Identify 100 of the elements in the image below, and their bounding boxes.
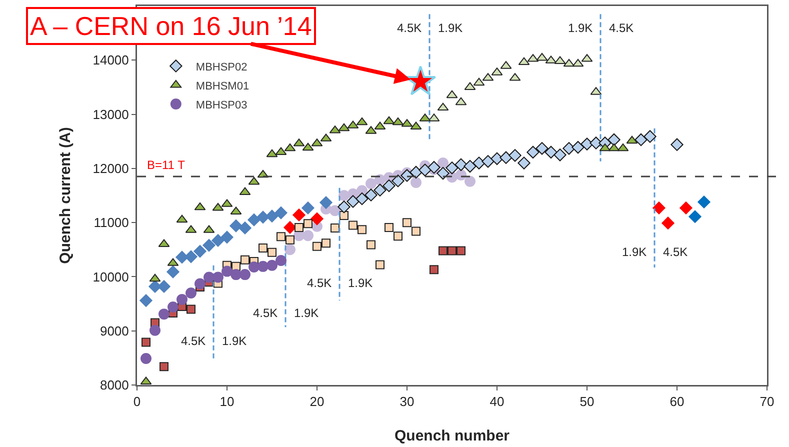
x-tick-label: 50 [580, 394, 594, 410]
point [518, 156, 530, 170]
point [392, 174, 404, 188]
point [464, 176, 476, 187]
annotation: 1.9K [568, 21, 593, 35]
point [312, 242, 322, 251]
point [248, 214, 260, 226]
x-tick-label: 30 [400, 394, 414, 410]
x-axis-title: Quench number [394, 428, 510, 444]
point [436, 166, 450, 180]
point [194, 202, 206, 210]
x-tick-label: 60 [670, 394, 684, 410]
point [508, 149, 522, 162]
x-tick-label: 20 [310, 394, 324, 410]
point [456, 169, 466, 180]
annotation: 1.9K [222, 334, 247, 348]
point [204, 272, 214, 283]
point [176, 250, 188, 264]
point [212, 234, 224, 247]
point [186, 304, 196, 314]
point [464, 160, 476, 173]
point [456, 246, 466, 256]
point [518, 57, 530, 66]
point [230, 219, 242, 232]
point [644, 130, 656, 143]
point [356, 192, 368, 206]
point [294, 222, 304, 232]
point [274, 206, 288, 220]
point [304, 219, 312, 228]
point [374, 184, 386, 196]
x-tick-label: 40 [490, 394, 504, 410]
point [150, 324, 160, 336]
point [446, 90, 458, 98]
point [617, 143, 629, 152]
point [266, 260, 278, 271]
point [670, 138, 684, 151]
point [268, 248, 276, 257]
point [572, 58, 584, 67]
point [500, 151, 512, 164]
y-tick-label: 8000 [100, 378, 129, 393]
point [292, 208, 306, 222]
point [338, 123, 350, 132]
point [176, 214, 188, 223]
annotation: A – CERN on 16 Jun ’14 [30, 11, 312, 41]
point [438, 158, 448, 169]
point [448, 246, 456, 256]
annotation: 1.9K [294, 306, 319, 320]
point [149, 274, 161, 282]
point [238, 222, 252, 234]
annotation: 4.5K [307, 276, 332, 290]
point [286, 235, 294, 244]
point [412, 226, 420, 236]
point [400, 169, 414, 182]
point [240, 269, 250, 280]
point [266, 149, 278, 158]
point [384, 222, 394, 232]
point [284, 143, 296, 152]
point [418, 164, 432, 176]
point [158, 308, 170, 320]
point [240, 255, 250, 264]
point [142, 338, 150, 347]
point [680, 202, 692, 214]
point [348, 220, 358, 230]
point [688, 210, 702, 223]
point [536, 142, 548, 155]
annotation: 1.9K [438, 21, 463, 35]
point [202, 238, 216, 252]
point [346, 195, 360, 208]
annotation: 4.5K [609, 21, 634, 35]
point [698, 196, 710, 208]
point [248, 261, 260, 272]
point [212, 272, 224, 283]
point [258, 244, 268, 253]
point [544, 146, 558, 159]
point [320, 196, 332, 209]
point [410, 177, 422, 188]
point [248, 176, 260, 185]
legend-label: MBHSP03 [196, 99, 248, 112]
annotation: 1.9K [622, 245, 647, 259]
x-tick-label: 0 [133, 394, 141, 410]
point [166, 265, 180, 278]
point [572, 140, 584, 154]
point [392, 117, 404, 126]
x-tick-label: 10 [220, 394, 234, 410]
point [140, 352, 152, 364]
point [212, 202, 224, 211]
point [482, 155, 494, 168]
y-tick-label: 11000 [94, 215, 129, 230]
point [310, 212, 324, 226]
point [302, 202, 314, 214]
point [256, 210, 270, 224]
point [220, 230, 234, 244]
point [258, 260, 268, 272]
point [364, 188, 378, 202]
point [302, 142, 314, 151]
point [276, 232, 286, 242]
point [366, 178, 376, 190]
point [302, 230, 314, 242]
point [473, 78, 485, 86]
point [626, 136, 638, 144]
